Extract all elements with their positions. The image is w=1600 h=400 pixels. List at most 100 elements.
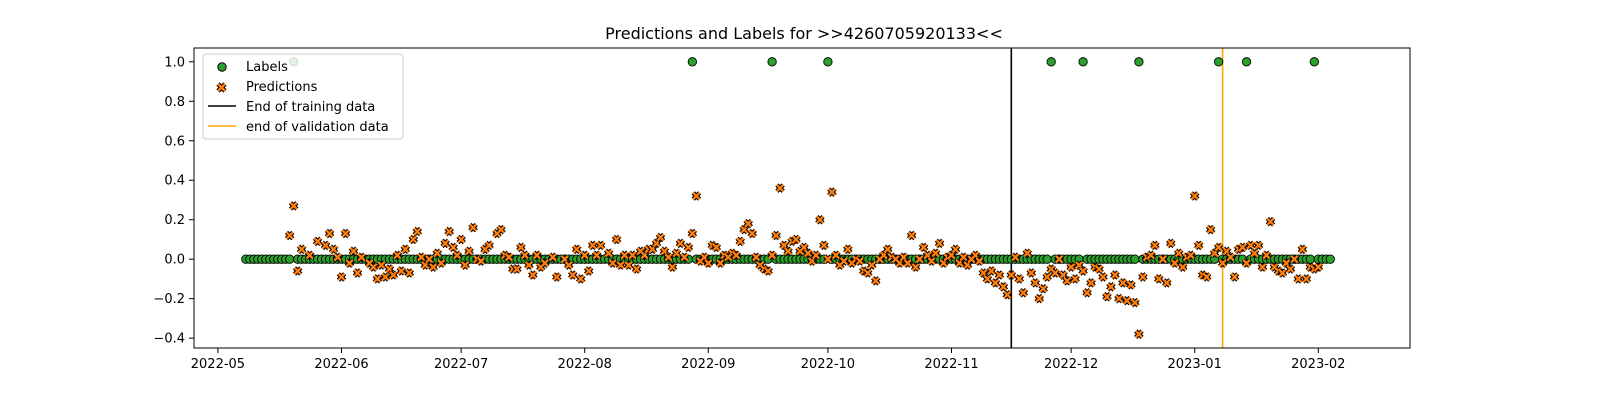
label-point — [823, 57, 833, 67]
prediction-point — [1106, 282, 1116, 292]
legend-frame — [202, 53, 404, 140]
y-tick-label: 0.4 — [164, 174, 185, 189]
prediction-point — [1154, 274, 1164, 284]
prediction-point — [587, 240, 598, 251]
prediction-point — [336, 272, 347, 282]
prediction-point — [950, 244, 961, 255]
prediction-point — [328, 244, 339, 255]
prediction-point — [735, 236, 745, 247]
prediction-point — [607, 258, 618, 268]
prediction-point — [1201, 272, 1212, 282]
x-tick-label: 2022-09 — [681, 357, 735, 372]
prediction-point — [1213, 242, 1224, 253]
prediction-point — [388, 270, 399, 280]
prediction-point — [855, 256, 865, 266]
prediction-point — [448, 242, 458, 253]
prediction-point — [683, 242, 694, 253]
prediction-point — [1289, 254, 1300, 264]
prediction-point — [428, 262, 438, 272]
prediction-point — [1237, 242, 1248, 253]
prediction-point — [1082, 287, 1092, 298]
prediction-point — [288, 201, 299, 211]
chart-title: Predictions and Labels for >>42607059201… — [605, 24, 1003, 43]
prediction-point — [1114, 293, 1124, 304]
prediction-point — [340, 228, 351, 239]
prediction-point — [803, 248, 813, 259]
label-point — [1213, 57, 1224, 67]
prediction-point — [444, 226, 454, 237]
prediction-point — [1130, 297, 1140, 308]
prediction-point — [564, 260, 574, 270]
prediction-point — [575, 274, 586, 284]
prediction-point — [703, 258, 714, 268]
prediction-point — [743, 218, 753, 229]
legend-labels-text: Labels — [246, 60, 288, 75]
prediction-point — [1026, 268, 1037, 278]
prediction-point — [456, 234, 466, 245]
prediction-point — [1285, 264, 1296, 274]
y-tick-label: −0.2 — [153, 292, 185, 307]
prediction-point — [631, 264, 642, 274]
legend-predictions-text: Predictions — [246, 80, 318, 95]
prediction-point — [583, 266, 594, 276]
prediction-point — [548, 252, 558, 262]
prediction-point — [1062, 276, 1072, 286]
prediction-point — [819, 240, 829, 251]
prediction-point — [552, 272, 562, 282]
label-point — [1130, 254, 1140, 264]
prediction-point — [751, 252, 761, 262]
prediction-point — [476, 256, 486, 266]
prediction-point — [711, 242, 722, 253]
prediction-point — [352, 268, 363, 278]
prediction-point — [396, 266, 407, 276]
prediction-point — [691, 191, 702, 201]
x-tick-label: 2022-06 — [314, 357, 368, 372]
label-point — [1309, 57, 1319, 67]
prediction-point — [831, 250, 841, 260]
prediction-point — [380, 272, 391, 282]
prediction-point — [348, 246, 359, 257]
prediction-point — [520, 250, 530, 260]
prediction-point — [1098, 272, 1108, 282]
prediction-point — [667, 262, 678, 272]
y-tick-label: −0.4 — [153, 332, 185, 347]
legend-predictions-marker — [216, 82, 227, 93]
prediction-point — [567, 270, 578, 280]
prediction-point — [512, 264, 522, 274]
prediction-point — [982, 274, 993, 284]
prediction-point — [460, 260, 470, 270]
prediction-point — [1050, 268, 1060, 278]
prediction-point — [296, 244, 307, 255]
prediction-point — [839, 256, 849, 266]
prediction-point — [404, 268, 415, 278]
prediction-point — [1261, 250, 1272, 260]
x-tick-label: 2023-01 — [1168, 357, 1222, 372]
prediction-point — [1070, 274, 1080, 284]
prediction-point — [767, 250, 777, 260]
legend-training-text: End of training data — [246, 100, 375, 115]
prediction-point — [1014, 274, 1025, 284]
prediction-point — [994, 270, 1005, 280]
prediction-point — [1054, 254, 1064, 264]
prediction-point — [655, 232, 666, 243]
prediction-point — [424, 254, 434, 264]
y-tick-label: 0.2 — [164, 213, 185, 228]
prediction-point — [368, 262, 379, 272]
prediction-point — [958, 252, 969, 262]
prediction-point — [1030, 278, 1040, 288]
prediction-point — [930, 248, 941, 259]
prediction-point — [1217, 258, 1228, 268]
prediction-point — [1301, 274, 1312, 284]
prediction-point — [619, 250, 630, 260]
prediction-point — [524, 260, 534, 270]
prediction-point — [1257, 262, 1268, 272]
prediction-point — [1134, 329, 1144, 339]
prediction-point — [344, 258, 355, 268]
prediction-point — [1118, 278, 1128, 288]
prediction-point — [871, 276, 881, 286]
prediction-point — [372, 274, 383, 284]
prediction-point — [579, 250, 590, 260]
prediction-point — [918, 242, 929, 253]
x-tick-label: 2022-05 — [191, 357, 245, 372]
